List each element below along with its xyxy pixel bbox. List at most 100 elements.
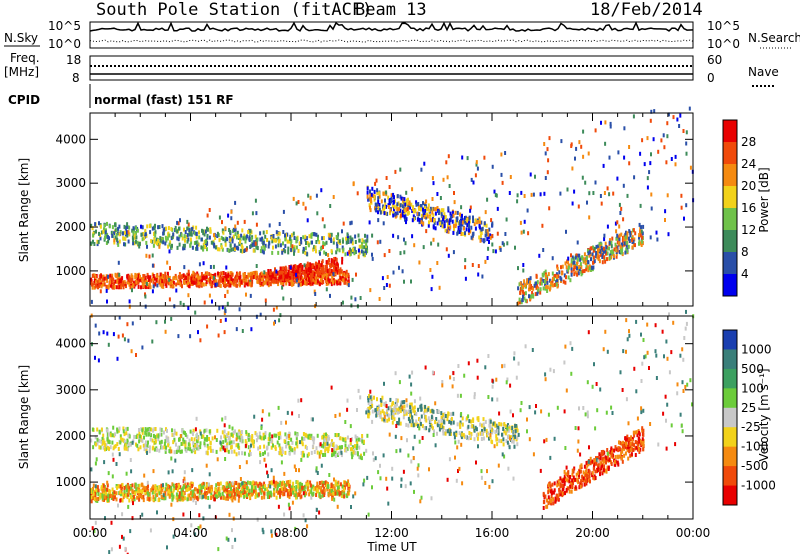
- range-cell: [165, 238, 168, 243]
- range-cell: [508, 191, 511, 195]
- range-cell: [273, 238, 275, 243]
- range-cell: [121, 231, 124, 236]
- range-cell: [150, 239, 153, 244]
- range-cell: [263, 481, 266, 486]
- range-cell: [122, 281, 125, 286]
- range-cell: [254, 485, 257, 490]
- range-cell: [257, 446, 260, 451]
- range-cell: [159, 282, 162, 287]
- range-cell: [439, 196, 442, 200]
- range-cell: [585, 263, 588, 268]
- range-cell: [546, 147, 549, 152]
- range-cell: [337, 480, 340, 485]
- range-cell: [355, 446, 358, 451]
- range-cell: [546, 274, 549, 279]
- range-cell: [570, 253, 572, 258]
- range-cell: [481, 428, 483, 433]
- range-cell: [151, 277, 154, 282]
- range-cell: [343, 494, 346, 499]
- range-cell: [156, 433, 159, 438]
- range-cell: [119, 490, 122, 494]
- range-cell: [337, 451, 340, 456]
- range-cell: [284, 270, 287, 275]
- range-cell: [96, 242, 99, 247]
- range-cell: [160, 443, 162, 447]
- range-cell: [91, 342, 93, 347]
- range-cell: [181, 441, 184, 446]
- range-cell: [423, 410, 426, 415]
- range-cell: [534, 292, 537, 297]
- range-cell: [226, 445, 229, 450]
- range-cell: [429, 215, 432, 220]
- range-cell: [488, 240, 490, 244]
- range-cell: [323, 242, 326, 247]
- range-cell: [680, 205, 683, 210]
- range-cell: [366, 408, 369, 413]
- range-cell: [680, 193, 683, 198]
- range-cell: [595, 244, 598, 249]
- range-cell: [226, 237, 228, 242]
- range-cell: [508, 426, 511, 431]
- range-cell: [420, 407, 423, 412]
- range-cell: [643, 162, 646, 167]
- range-cell: [102, 274, 105, 279]
- range-cell: [425, 199, 428, 204]
- range-cell: [214, 282, 217, 287]
- range-cell: [213, 242, 216, 247]
- range-cell: [477, 418, 480, 422]
- range-cell: [259, 452, 262, 457]
- range-cell: [299, 271, 302, 276]
- range-cell: [96, 437, 99, 442]
- range-cell: [605, 247, 608, 252]
- range-cell: [600, 201, 603, 206]
- range-cell: [322, 492, 324, 497]
- range-cell: [258, 431, 261, 436]
- range-cell: [150, 488, 153, 493]
- range-cell: [208, 429, 211, 434]
- range-cell: [452, 223, 455, 228]
- range-cell: [278, 436, 280, 440]
- range-cell: [492, 421, 495, 426]
- range-cell: [124, 443, 127, 448]
- range-cell: [579, 257, 582, 262]
- range-cell: [465, 220, 468, 225]
- range-cell: [238, 242, 241, 246]
- range-cell: [131, 288, 133, 293]
- range-cell: [632, 228, 635, 233]
- range-cell: [446, 175, 449, 180]
- range-cell: [167, 484, 170, 489]
- range-cell: [485, 428, 488, 433]
- range-cell: [610, 244, 613, 249]
- range-cell: [478, 235, 481, 240]
- range-cell: [107, 342, 110, 347]
- range-cell: [127, 442, 130, 447]
- range-cell: [148, 277, 151, 281]
- range-cell: [555, 282, 558, 287]
- range-cell: [104, 276, 107, 281]
- range-cell: [382, 221, 385, 226]
- range-cell: [464, 434, 467, 439]
- range-cell: [155, 447, 158, 452]
- range-cell: [127, 492, 130, 497]
- range-cell: [602, 249, 605, 254]
- range-cell: [322, 434, 325, 439]
- range-cell: [524, 283, 526, 288]
- range-cell: [581, 269, 584, 274]
- range-cell: [547, 272, 550, 277]
- range-cell: [572, 267, 575, 272]
- range-cell: [250, 243, 253, 248]
- range-cell: [243, 494, 246, 499]
- range-cell: [175, 275, 178, 280]
- range-cell: [388, 201, 391, 206]
- range-cell: [252, 480, 255, 485]
- range-cell: [305, 269, 308, 274]
- range-cell: [235, 278, 238, 283]
- range-cell: [597, 244, 600, 249]
- range-cell: [184, 238, 186, 243]
- range-cell: [309, 276, 311, 281]
- range-cell: [304, 444, 307, 449]
- range-cell: [118, 275, 121, 279]
- range-cell: [436, 423, 439, 428]
- range-cell: [447, 229, 450, 234]
- range-cell: [246, 493, 248, 498]
